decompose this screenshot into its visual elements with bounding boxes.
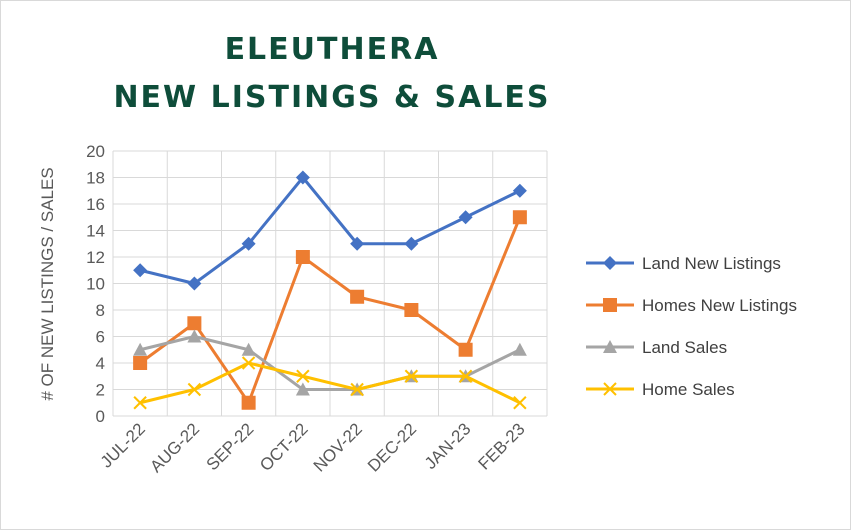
data-point [458, 342, 473, 357]
y-tick-label: 14 [86, 222, 105, 241]
data-point [512, 210, 527, 225]
x-tick-label: DEC-22 [364, 419, 420, 475]
data-point [350, 289, 365, 304]
x-tick-label: JAN-23 [421, 419, 475, 473]
data-point [241, 236, 256, 251]
legend-marker [603, 256, 617, 270]
data-point [458, 369, 473, 383]
series-line [139, 361, 521, 405]
legend-entry-land-sales: Land Sales [586, 338, 727, 357]
x-tick-label: AUG-22 [146, 419, 203, 476]
data-point [295, 382, 310, 396]
data-point [512, 342, 527, 356]
data-point [187, 329, 202, 343]
y-tick-label: 20 [86, 142, 105, 161]
y-tick-label: 6 [96, 328, 105, 347]
data-point [404, 236, 419, 251]
legend-label: Land New Listings [642, 254, 781, 273]
y-tick-label: 18 [86, 169, 105, 188]
series-line [139, 176, 521, 285]
legend-label: Land Sales [642, 338, 727, 357]
legend-entry-home-sales: Home Sales [586, 380, 735, 399]
y-tick-label: 12 [86, 248, 105, 267]
x-tick-label: JUL-22 [97, 419, 149, 471]
data-point [350, 236, 365, 251]
legend-label: Home Sales [642, 380, 735, 399]
data-point [241, 395, 256, 410]
series-land-new-listings [133, 170, 527, 291]
data-point [187, 382, 202, 397]
data-point [295, 170, 310, 185]
series [133, 170, 527, 410]
y-tick-label: 10 [86, 275, 105, 294]
x-tick-label: OCT-22 [256, 419, 312, 475]
series-homes-new-listings [133, 210, 527, 410]
series-line [139, 216, 522, 405]
legend-entry-homes-new-listings: Homes New Listings [586, 296, 797, 315]
data-point [241, 342, 256, 356]
data-point [404, 303, 419, 317]
data-point [133, 342, 148, 356]
x-tick-label: FEB-23 [475, 419, 529, 473]
x-tick-label: NOV-22 [310, 419, 366, 475]
legend-label: Homes New Listings [642, 296, 797, 315]
data-point [513, 396, 527, 410]
x-tick-label: SEP-22 [203, 419, 258, 474]
data-point [187, 276, 202, 291]
data-point [458, 210, 473, 225]
legend-marker [603, 298, 617, 312]
legend-marker [603, 340, 617, 353]
data-point [295, 250, 310, 264]
data-point [241, 356, 256, 370]
data-point [350, 382, 364, 397]
data-point [404, 369, 419, 383]
data-point [133, 396, 147, 410]
gridlines [112, 150, 548, 417]
chart-title: ELEUTHERA [225, 32, 440, 67]
legend: Land New Listings Homes New Listings Land … [586, 254, 797, 399]
data-point [187, 316, 202, 331]
legend-entry-land-new-listings: Land New Listings [586, 254, 781, 273]
y-tick-label: 8 [96, 301, 105, 320]
data-point [133, 263, 148, 278]
data-point [296, 369, 310, 383]
legend-marker [603, 382, 617, 396]
data-point [133, 356, 148, 370]
chart-subtitle: NEW LISTINGS & SALES [113, 80, 550, 115]
y-tick-label: 0 [96, 407, 105, 426]
y-tick-label: 2 [96, 381, 105, 400]
y-axis-label: # OF NEW LISTINGS / SALES [38, 167, 57, 400]
y-tick-label: 4 [96, 354, 105, 373]
series-home-sales [133, 356, 527, 410]
data-point [512, 183, 527, 198]
y-tick-label: 16 [86, 195, 105, 214]
